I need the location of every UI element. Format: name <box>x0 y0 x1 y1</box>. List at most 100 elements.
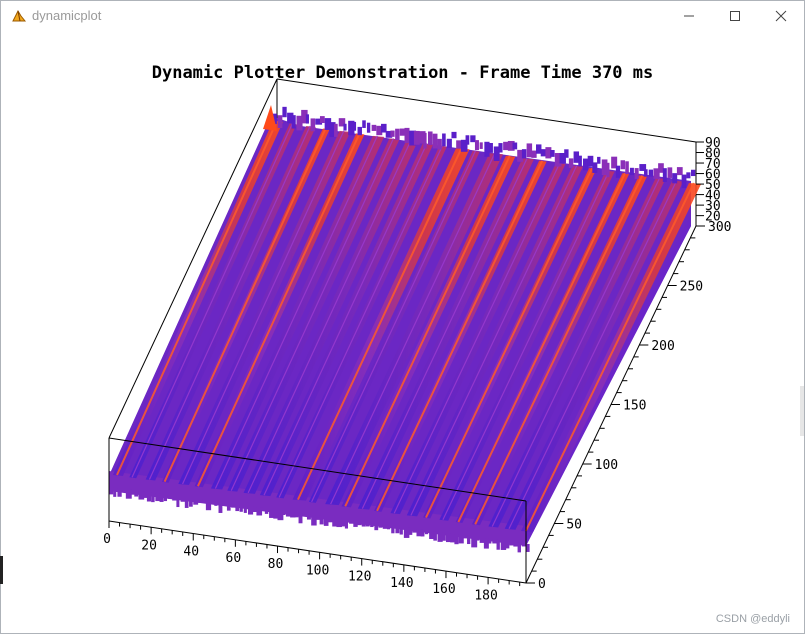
surface-noise <box>550 149 555 157</box>
surface-ridge <box>341 155 516 508</box>
surface-noise <box>676 167 683 176</box>
surface-noise <box>180 496 186 502</box>
surface-ridge <box>325 153 503 506</box>
z-tick-label: 20 <box>705 210 721 225</box>
surface-noise <box>625 161 629 175</box>
surface-noise <box>559 152 566 164</box>
surface-noise <box>573 151 580 163</box>
ridge-highlight <box>393 162 561 514</box>
surface-noise <box>437 531 443 542</box>
surface-noise <box>319 515 324 525</box>
x-tick-label: 180 <box>474 588 497 603</box>
surface-noise <box>264 508 269 514</box>
surface-noise <box>454 534 459 545</box>
y-tick-label: 200 <box>651 339 674 354</box>
surface-noise <box>597 156 601 164</box>
surface-noise <box>134 490 139 497</box>
z-tick-label: 40 <box>705 189 721 204</box>
surface-noise <box>311 514 317 526</box>
surface-noise <box>429 530 435 539</box>
surface-ridge <box>243 140 418 494</box>
surface-noise <box>349 519 356 524</box>
surface-noise <box>385 130 393 138</box>
surface-noise <box>620 160 626 170</box>
watermark: CSDN @eddyli <box>715 613 790 625</box>
surface-noise <box>357 520 362 526</box>
surface-noise <box>163 494 168 502</box>
surface-noise <box>456 140 462 149</box>
surface-noise <box>319 116 325 124</box>
surface-noise <box>564 149 569 158</box>
surface-noise <box>427 131 433 145</box>
surface-noise <box>291 115 296 129</box>
surface-noise <box>420 529 425 537</box>
surface-skirt-side <box>526 216 691 546</box>
surface-noise <box>526 143 533 158</box>
surface-noise <box>277 510 284 521</box>
surface-ridge <box>113 121 283 476</box>
surface-noise <box>176 496 180 508</box>
surface-noise <box>121 488 127 493</box>
surface-noise <box>361 521 366 527</box>
surface-noise <box>376 125 383 136</box>
surface-noise <box>334 123 338 137</box>
maximize-button[interactable] <box>712 1 758 31</box>
surface-noise <box>475 537 480 541</box>
y-axis: 0 50 100 150 200 250 300 <box>526 220 731 592</box>
surface-noise <box>500 540 507 550</box>
z-tick-label: 70 <box>705 157 721 172</box>
surface-noise <box>483 538 489 549</box>
y-tick-label: 50 <box>566 518 582 533</box>
surface-noise <box>445 533 451 543</box>
surface-noise <box>125 489 132 499</box>
surface-noise <box>332 517 338 527</box>
surface-noise <box>172 495 177 501</box>
surface-noise <box>362 120 366 128</box>
surface-noise <box>662 168 667 182</box>
surface-noise <box>467 535 471 545</box>
surface-noise <box>142 491 149 498</box>
surface-ridge <box>308 150 480 503</box>
surface-noise <box>615 165 621 178</box>
surface-noise <box>488 538 492 544</box>
surface-noise <box>189 497 193 507</box>
window-edge <box>800 386 804 436</box>
x-tick-label: 160 <box>432 582 455 597</box>
ridge-highlight <box>197 132 361 487</box>
surface-ridge <box>521 183 702 532</box>
z-tick-label: 30 <box>705 199 721 214</box>
surface-noise <box>521 149 527 159</box>
x-tick-label: 40 <box>183 545 199 560</box>
surface-noise <box>273 509 279 519</box>
minimize-button[interactable] <box>666 1 712 31</box>
surface-noise <box>323 516 329 526</box>
close-button[interactable] <box>758 1 804 31</box>
y-tick-label: 150 <box>623 399 646 414</box>
surface-noise <box>653 168 660 179</box>
y-tick-label: 0 <box>538 577 546 592</box>
surface-noise <box>611 156 618 169</box>
plot-title: Dynamic Plotter Demonstration - Frame Ti… <box>151 63 654 83</box>
surface-noise <box>509 541 515 546</box>
surface-noise <box>151 492 155 503</box>
surface-noise <box>395 128 400 141</box>
background-edge <box>0 556 3 584</box>
surface-noise <box>644 169 648 177</box>
surface-noise <box>606 162 610 178</box>
x-tick-label: 20 <box>141 538 157 553</box>
surface-base <box>109 116 691 541</box>
surface-noise <box>658 163 664 173</box>
surface-noise <box>282 106 287 118</box>
surface-noise <box>442 133 446 147</box>
ridge-highlight <box>376 160 544 512</box>
surface-ridge <box>292 148 470 501</box>
title-bar[interactable]: dynamicplot <box>1 1 804 31</box>
ridge-highlight <box>474 175 644 525</box>
surface-noise <box>416 529 423 537</box>
y-tick-label: 300 <box>708 220 731 235</box>
surface-noise <box>336 518 342 528</box>
surface-body <box>109 105 702 553</box>
surface-noise <box>433 531 437 541</box>
surface-noise <box>109 487 114 495</box>
